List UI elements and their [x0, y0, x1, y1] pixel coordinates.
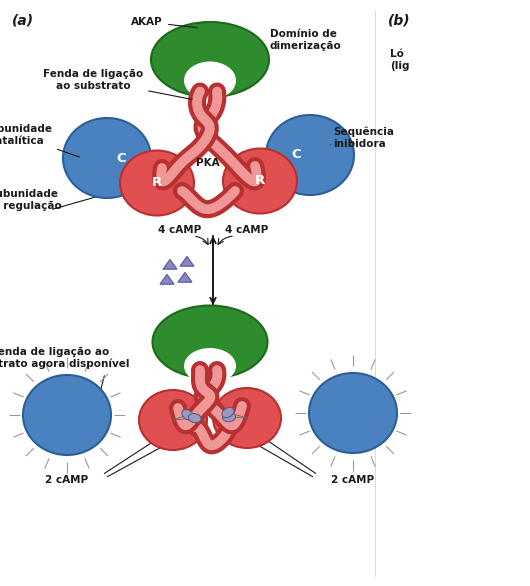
Ellipse shape — [139, 390, 207, 450]
Ellipse shape — [153, 305, 268, 379]
Ellipse shape — [213, 388, 281, 448]
Ellipse shape — [63, 118, 151, 198]
Text: 4 cAMP: 4 cAMP — [158, 225, 201, 235]
Text: C: C — [116, 152, 126, 165]
Text: C: C — [291, 148, 301, 162]
Text: Ló
(lig: Ló (lig — [390, 49, 410, 71]
Ellipse shape — [23, 375, 111, 455]
Text: Fenda de ligação ao
substrato agora disponível: Fenda de ligação ao substrato agora disp… — [0, 347, 129, 369]
Text: Sequência
inibidora: Sequência inibidora — [330, 127, 394, 149]
Text: R: R — [255, 175, 265, 188]
Polygon shape — [160, 274, 174, 284]
Ellipse shape — [184, 348, 236, 384]
Text: 2 cAMP: 2 cAMP — [331, 475, 375, 485]
Text: Fenda de ligação
ao substrato: Fenda de ligação ao substrato — [43, 69, 192, 100]
Polygon shape — [163, 260, 177, 269]
Ellipse shape — [222, 407, 234, 418]
Text: PKA: PKA — [196, 158, 220, 168]
Text: Subunidade
de regulação: Subunidade de regulação — [0, 189, 61, 211]
Ellipse shape — [266, 115, 354, 195]
Text: AKAP: AKAP — [131, 17, 197, 28]
Polygon shape — [180, 257, 194, 266]
Ellipse shape — [188, 414, 201, 423]
Text: (a): (a) — [12, 14, 34, 28]
Text: Domínio de
dimerização: Domínio de dimerização — [270, 29, 342, 51]
Text: (b): (b) — [388, 14, 411, 28]
Text: 4 cAMP: 4 cAMP — [225, 225, 268, 235]
Ellipse shape — [223, 148, 297, 213]
Text: Subunidade
catalítica: Subunidade catalítica — [0, 124, 80, 157]
Ellipse shape — [151, 22, 269, 97]
Polygon shape — [178, 272, 192, 282]
Ellipse shape — [309, 373, 397, 453]
Ellipse shape — [223, 413, 235, 422]
Ellipse shape — [120, 151, 194, 216]
Text: R: R — [152, 176, 162, 189]
Text: 2 cAMP: 2 cAMP — [46, 475, 89, 485]
Ellipse shape — [182, 410, 193, 420]
Ellipse shape — [184, 62, 236, 100]
